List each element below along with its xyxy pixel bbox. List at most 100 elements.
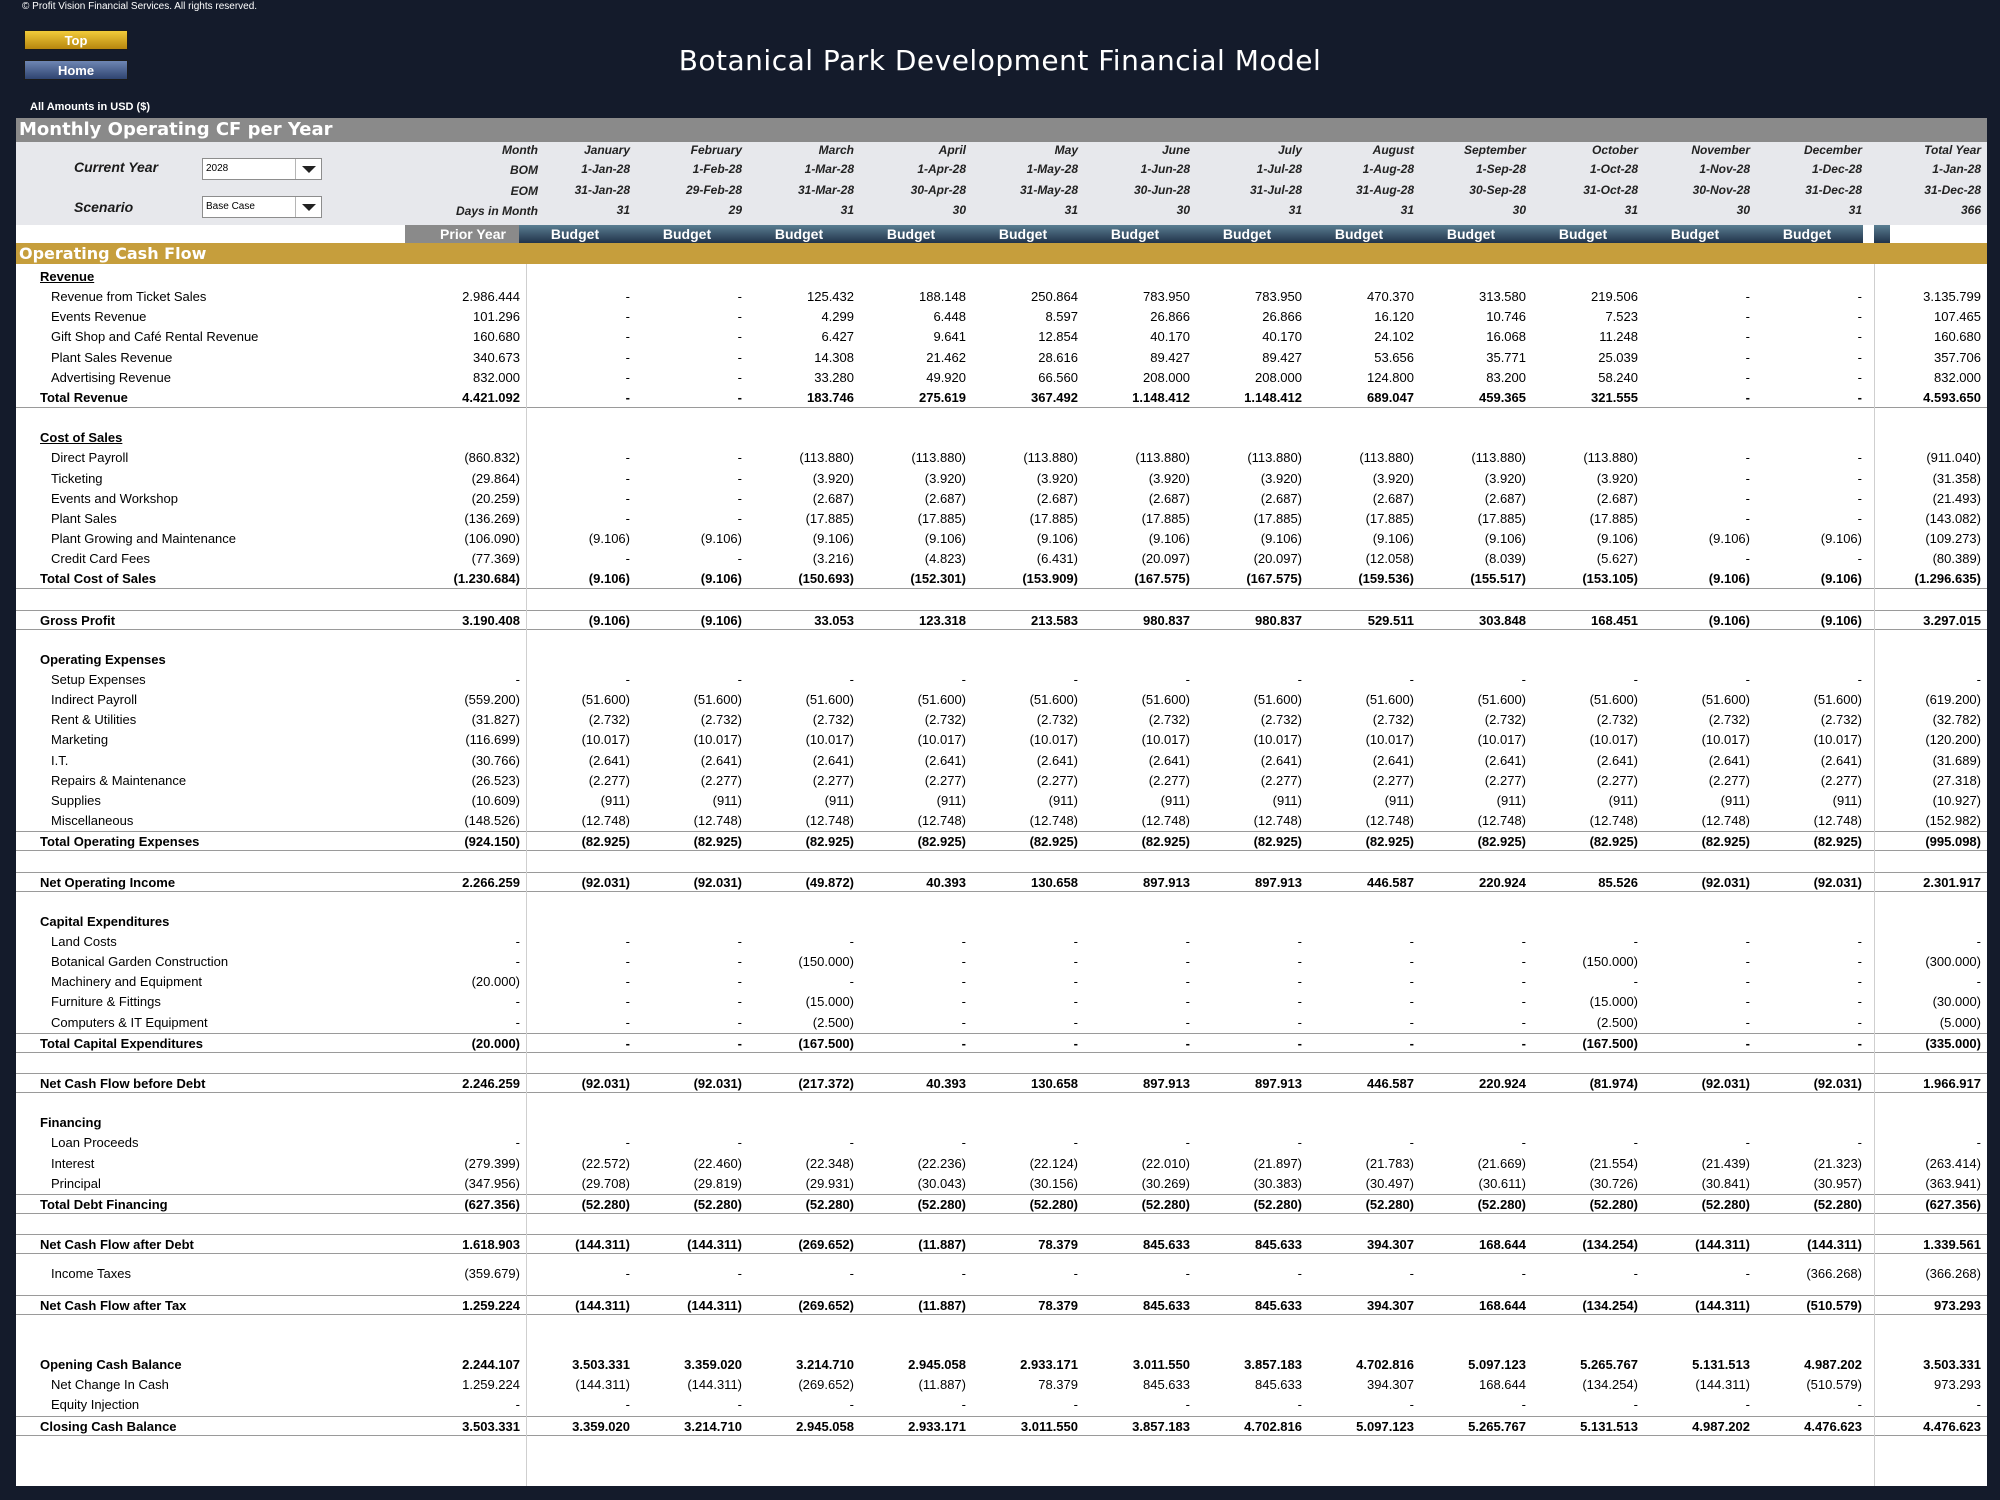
value-cell[interactable]: - bbox=[1409, 1035, 1414, 1051]
value-cell[interactable]: (995.098) bbox=[1925, 834, 1981, 850]
value-cell[interactable]: - bbox=[1857, 349, 1862, 365]
value-cell[interactable]: - bbox=[961, 994, 966, 1010]
value-cell[interactable]: (2.687) bbox=[1596, 490, 1638, 506]
value-cell[interactable]: - bbox=[1521, 1135, 1526, 1151]
value-cell[interactable]: (2.687) bbox=[924, 490, 966, 506]
value-cell[interactable]: (152.301) bbox=[910, 571, 966, 587]
value-cell[interactable]: - bbox=[1745, 510, 1750, 526]
value-cell[interactable]: (9.106) bbox=[1820, 571, 1862, 587]
value-cell[interactable]: - bbox=[1521, 672, 1526, 687]
value-cell[interactable]: - bbox=[1976, 672, 1981, 687]
value-cell[interactable]: (113.880) bbox=[1135, 450, 1190, 466]
value-cell[interactable]: - bbox=[1745, 994, 1750, 1010]
value-cell[interactable]: - bbox=[625, 974, 630, 990]
value-cell[interactable]: (359.679) bbox=[464, 1266, 520, 1282]
value-cell[interactable]: (2.732) bbox=[812, 712, 854, 728]
value-cell[interactable]: 897.913 bbox=[1255, 1076, 1302, 1091]
value-cell[interactable]: - bbox=[1521, 954, 1526, 970]
value-cell[interactable]: (1.296.635) bbox=[1914, 571, 1982, 587]
value-cell[interactable]: (82.925) bbox=[1365, 834, 1414, 850]
value-cell[interactable]: (51.600) bbox=[1141, 692, 1190, 708]
value-cell[interactable]: (51.600) bbox=[581, 692, 630, 708]
value-cell[interactable]: 219.506 bbox=[1591, 289, 1638, 305]
value-cell[interactable]: (10.017) bbox=[1365, 732, 1414, 748]
value-cell[interactable]: 3.857.183 bbox=[1244, 1357, 1302, 1373]
top-button[interactable]: Top bbox=[24, 30, 128, 50]
value-cell[interactable]: - bbox=[1857, 933, 1862, 949]
value-cell[interactable]: 183.746 bbox=[807, 389, 854, 405]
value-cell[interactable]: - bbox=[737, 309, 742, 325]
value-cell[interactable]: - bbox=[737, 510, 742, 526]
value-cell[interactable]: 3.190.408 bbox=[462, 612, 520, 628]
value-cell[interactable]: (82.925) bbox=[693, 834, 742, 850]
value-cell[interactable]: - bbox=[1409, 672, 1414, 687]
value-cell[interactable]: (12.748) bbox=[1253, 813, 1302, 829]
value-cell[interactable]: - bbox=[515, 1014, 520, 1030]
value-cell[interactable]: 321.555 bbox=[1591, 389, 1638, 405]
value-cell[interactable]: 1.148.412 bbox=[1132, 389, 1190, 405]
value-cell[interactable]: (150.693) bbox=[798, 571, 854, 587]
value-cell[interactable]: (12.748) bbox=[1701, 813, 1750, 829]
value-cell[interactable]: 4.299 bbox=[821, 309, 854, 325]
value-cell[interactable]: - bbox=[1521, 1397, 1526, 1413]
value-cell[interactable]: - bbox=[625, 933, 630, 949]
value-cell[interactable]: 40.170 bbox=[1262, 329, 1302, 345]
value-cell[interactable]: - bbox=[1745, 551, 1750, 567]
value-cell[interactable]: (2.687) bbox=[1484, 490, 1526, 506]
value-cell[interactable]: (113.880) bbox=[1023, 450, 1078, 466]
value-cell[interactable]: - bbox=[1857, 389, 1862, 405]
value-cell[interactable]: 1.259.224 bbox=[462, 1377, 520, 1393]
value-cell[interactable]: (510.579) bbox=[1806, 1377, 1862, 1393]
value-cell[interactable]: 1.966.917 bbox=[1923, 1076, 1981, 1091]
value-cell[interactable]: (10.017) bbox=[1029, 732, 1078, 748]
current-year-dropdown[interactable]: 2028 bbox=[202, 158, 322, 180]
value-cell[interactable]: (263.414) bbox=[1925, 1155, 1981, 1171]
value-cell[interactable]: (2.500) bbox=[812, 1014, 854, 1030]
value-cell[interactable]: (12.748) bbox=[1029, 813, 1078, 829]
value-cell[interactable]: 275.619 bbox=[919, 389, 966, 405]
value-cell[interactable]: (82.925) bbox=[1253, 834, 1302, 850]
value-cell[interactable]: (12.748) bbox=[1365, 813, 1414, 829]
value-cell[interactable]: (22.572) bbox=[581, 1155, 630, 1171]
value-cell[interactable]: (9.106) bbox=[1260, 530, 1302, 546]
value-cell[interactable]: - bbox=[1073, 1014, 1078, 1030]
value-cell[interactable]: (17.885) bbox=[1365, 510, 1414, 526]
value-cell[interactable]: - bbox=[961, 954, 966, 970]
value-cell[interactable]: - bbox=[1297, 954, 1302, 970]
value-cell[interactable]: - bbox=[1857, 551, 1862, 567]
value-cell[interactable]: (911) bbox=[1608, 792, 1638, 808]
value-cell[interactable]: (21.554) bbox=[1589, 1155, 1638, 1171]
value-cell[interactable]: (21.897) bbox=[1253, 1155, 1302, 1171]
value-cell[interactable]: 832.000 bbox=[473, 369, 520, 385]
value-cell[interactable]: 4.476.623 bbox=[1923, 1418, 1981, 1434]
value-cell[interactable]: (5.000) bbox=[1939, 1014, 1981, 1030]
value-cell[interactable]: (2.641) bbox=[1036, 752, 1078, 768]
value-cell[interactable]: (167.500) bbox=[1582, 1035, 1638, 1051]
value-cell[interactable]: 168.644 bbox=[1479, 1237, 1526, 1253]
value-cell[interactable]: - bbox=[1857, 309, 1862, 325]
value-cell[interactable]: (51.600) bbox=[1029, 692, 1078, 708]
value-cell[interactable]: - bbox=[1409, 1266, 1414, 1282]
value-cell[interactable]: 3.297.015 bbox=[1923, 612, 1981, 628]
value-cell[interactable]: - bbox=[515, 954, 520, 970]
value-cell[interactable]: - bbox=[625, 369, 630, 385]
value-cell[interactable]: - bbox=[1521, 994, 1526, 1010]
value-cell[interactable]: (2.732) bbox=[1484, 712, 1526, 728]
value-cell[interactable]: 2.246.259 bbox=[462, 1076, 520, 1091]
value-cell[interactable]: - bbox=[625, 490, 630, 506]
value-cell[interactable]: (627.356) bbox=[1925, 1196, 1981, 1212]
value-cell[interactable]: - bbox=[1521, 1035, 1526, 1051]
value-cell[interactable]: (82.925) bbox=[1813, 834, 1862, 850]
value-cell[interactable]: (30.000) bbox=[1932, 994, 1981, 1010]
value-cell[interactable]: - bbox=[625, 309, 630, 325]
value-cell[interactable]: (510.579) bbox=[1806, 1297, 1862, 1313]
value-cell[interactable]: - bbox=[1521, 974, 1526, 990]
value-cell[interactable]: (21.783) bbox=[1365, 1155, 1414, 1171]
value-cell[interactable]: - bbox=[1633, 1135, 1638, 1151]
value-cell[interactable]: (113.880) bbox=[799, 450, 854, 466]
value-cell[interactable]: 2.301.917 bbox=[1923, 874, 1981, 890]
value-cell[interactable]: 1.259.224 bbox=[462, 1297, 520, 1313]
value-cell[interactable]: - bbox=[737, 1135, 742, 1151]
value-cell[interactable]: - bbox=[1073, 974, 1078, 990]
value-cell[interactable]: (9.106) bbox=[1708, 612, 1750, 628]
